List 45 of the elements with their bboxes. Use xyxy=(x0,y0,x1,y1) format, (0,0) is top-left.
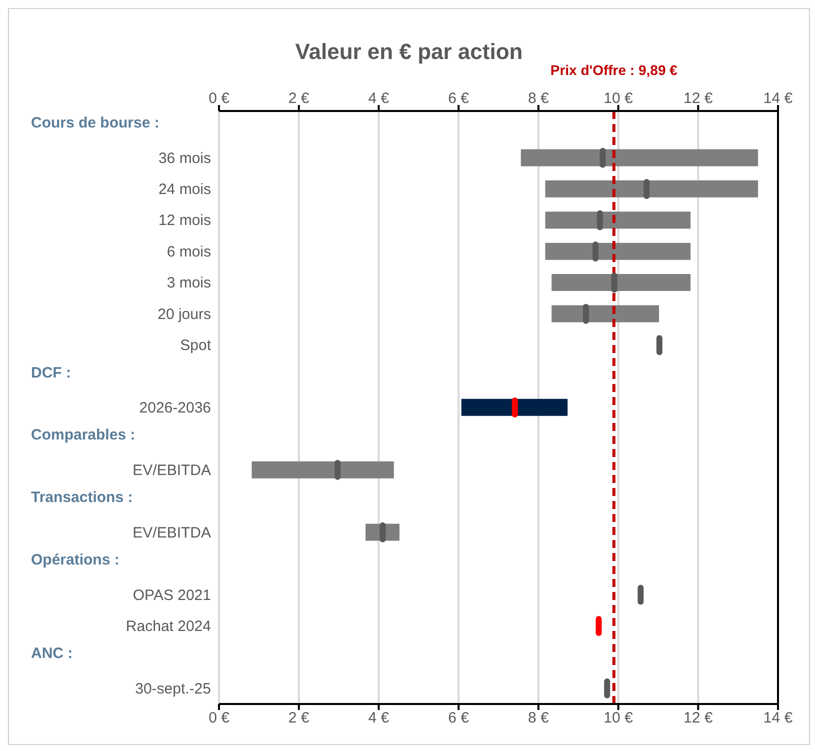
y-tick-label: Rachat 2024 xyxy=(126,618,211,635)
bar xyxy=(461,398,568,416)
x-tick-label: 2 € xyxy=(288,90,310,107)
y-tick-label: EV/EBITDA xyxy=(132,524,211,542)
x2-tick-label: 14 € xyxy=(763,710,794,727)
x2-tick-label: 2 € xyxy=(288,710,310,727)
x-tick-label: 8 € xyxy=(528,90,550,107)
x-tick-label: 14 € xyxy=(763,90,794,107)
y-tick-label: 30-sept.-25 xyxy=(135,680,211,698)
bar xyxy=(545,180,758,198)
x2-tick-label: 8 € xyxy=(528,710,550,727)
x2-tick-label: 0 € xyxy=(208,710,230,727)
text: Comparables : xyxy=(31,426,136,444)
x2-tick-label: 6 € xyxy=(448,710,470,727)
x-tick-label: 10 € xyxy=(604,90,634,107)
x2-tick-label: 12 € xyxy=(684,710,714,727)
x-tick-label: 0 € xyxy=(208,90,230,107)
x-tick-label: 12 € xyxy=(684,90,714,107)
y-tick-label: 20 jours xyxy=(158,306,211,323)
x2-tick-label: 4 € xyxy=(368,710,390,727)
y-tick-label: 24 mois xyxy=(158,181,211,198)
x2-tick-label: 10 € xyxy=(604,710,634,727)
y-tick-label: 3 mois xyxy=(166,274,211,292)
y-tick-label: 6 mois xyxy=(166,243,211,260)
y-tick-label: 36 mois xyxy=(158,150,211,167)
bar xyxy=(545,212,691,229)
y-tick-label: EV/EBITDA xyxy=(132,462,211,479)
text: ANC : xyxy=(31,645,73,662)
bar xyxy=(520,149,758,166)
bar xyxy=(552,305,660,322)
y-tick-label: Spot xyxy=(180,337,212,354)
bar xyxy=(552,274,691,292)
x-tick-label: 6 € xyxy=(448,90,470,107)
y-tick-label: 2026-2036 xyxy=(139,400,211,416)
text: Cours de bourse : xyxy=(31,114,160,132)
text: Transactions : xyxy=(31,489,133,506)
text: Opérations : xyxy=(31,552,120,569)
y-tick-label: OPAS 2021 xyxy=(132,586,211,604)
bar xyxy=(545,242,691,260)
chart-title: Valeur en € par action xyxy=(295,39,523,64)
text: DCF : xyxy=(31,364,71,382)
x-tick-label: 4 € xyxy=(368,90,390,107)
ref-line-label: Prix d'Offre : 9,89 € xyxy=(550,62,678,78)
y-tick-label: 12 mois xyxy=(158,212,211,230)
bar xyxy=(252,461,394,478)
